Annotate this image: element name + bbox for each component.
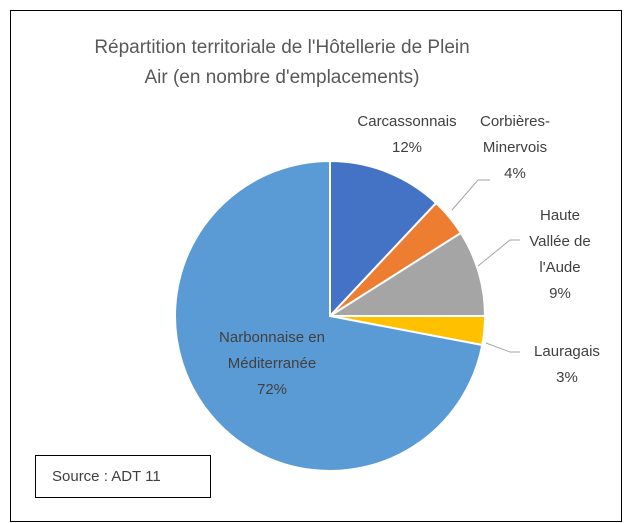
leader-line [451,179,490,211]
source-box [35,455,211,498]
leader-line [485,342,520,353]
value-label: 3% [556,369,578,386]
pie-slice [326,231,487,317]
slice-label: Haute Vallée de l'Aude [529,207,590,276]
value-label: 12% [392,139,422,156]
slice-label: Lauragais [534,343,600,360]
source-note: Source : ADT 11 [52,468,161,485]
slice-label: Corbières-Minervois [480,113,550,156]
slice-label: Carcassonnais [357,113,456,130]
pie-slice [329,159,438,319]
value-label: 9% [549,285,571,302]
leader-line [477,239,520,267]
slice-label: Narbonnaise en Méditerranée [219,329,325,372]
value-label: 72% [257,381,287,398]
value-label: 4% [504,165,526,182]
pie-slice [174,159,484,472]
chart-title: Répartition territoriale de l'Hôtellerie… [94,37,469,88]
